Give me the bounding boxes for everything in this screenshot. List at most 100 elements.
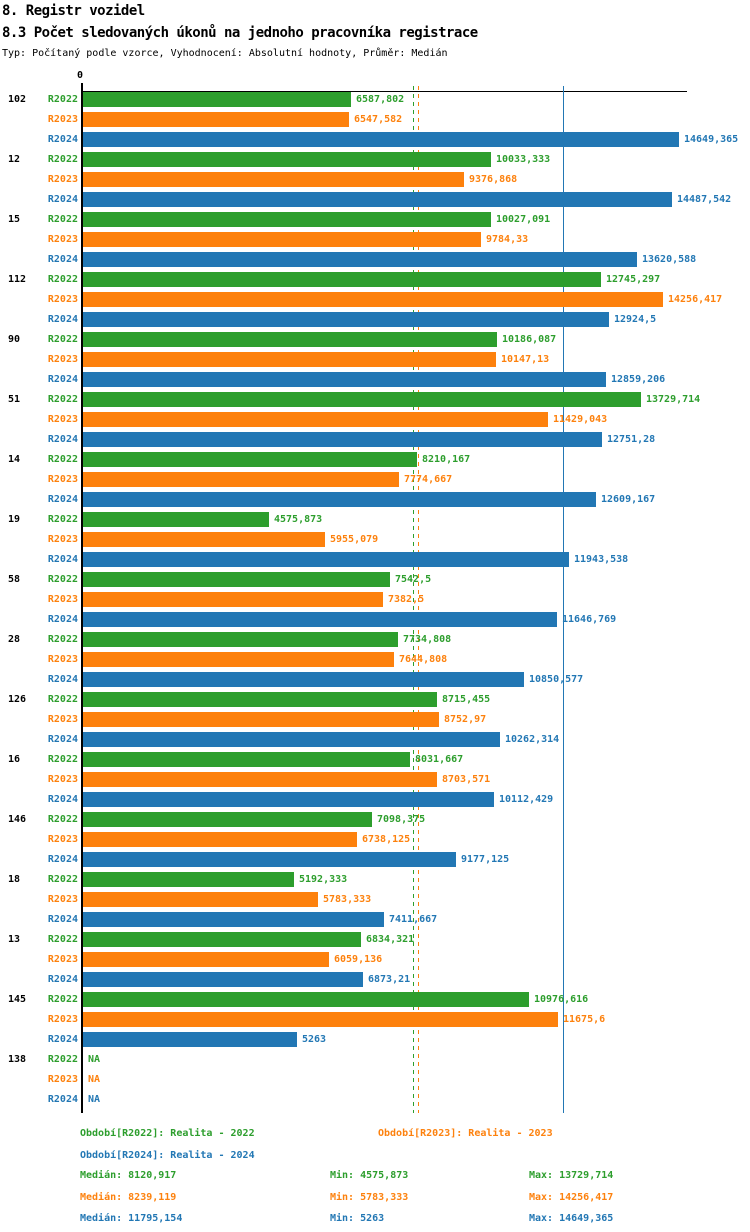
bar-51-r2022 [83,392,641,407]
bar-51-r2024 [83,432,602,447]
stat-median-r2023: Medián: 8239,119 [80,1192,177,1203]
axis-origin-label: 0 [77,70,84,81]
value-label: 10186,087 [502,334,557,345]
bar-51-r2023 [83,412,548,427]
x-axis-line [81,91,687,92]
category-label: 138 [8,1054,27,1065]
bar-126-r2022 [83,692,437,707]
bar-146-r2023 [83,832,357,847]
series-label: R2023 [47,954,78,965]
bar-14-r2022 [83,452,417,467]
value-label: 9376,868 [469,174,518,185]
value-label: 7774,667 [404,474,453,485]
value-label: 4575,873 [274,514,323,525]
series-label: R2024 [47,1094,78,1105]
bar-90-r2024 [83,372,606,387]
value-label: 8703,571 [442,774,491,785]
value-label: 9784,33 [486,234,529,245]
series-label: R2024 [47,314,78,325]
value-label: 13620,588 [642,254,697,265]
series-label: R2023 [47,534,78,545]
bar-90-r2022 [83,332,497,347]
value-label: 14256,417 [668,294,723,305]
series-label: R2023 [47,414,78,425]
bar-15-r2024 [83,252,637,267]
stat-median-r2024: Medián: 11795,154 [80,1213,183,1224]
series-label: R2023 [47,774,78,785]
category-label: 15 [8,214,21,225]
stat-max-r2024: Max: 14649,365 [529,1213,614,1224]
value-label: 10262,314 [505,734,560,745]
series-label: R2024 [47,914,78,925]
bar-19-r2022 [83,512,269,527]
value-label: 7644,808 [399,654,448,665]
na-value-label: NA [88,1054,101,1065]
value-label: 10033,333 [496,154,551,165]
page-title: 8. Registr vozidel [2,3,145,19]
series-label: R2024 [47,734,78,745]
bar-15-r2023 [83,232,481,247]
series-label: R2022 [47,214,78,225]
value-label: 6738,125 [362,834,411,845]
value-label: 13729,714 [646,394,701,405]
stat-min-r2023: Min: 5783,333 [330,1192,409,1203]
bar-112-r2022 [83,272,601,287]
series-label: R2024 [47,554,78,565]
value-label: 9177,125 [461,854,510,865]
value-label: 7411,667 [389,914,438,925]
bar-145-r2024 [83,1032,297,1047]
series-label: R2023 [47,894,78,905]
category-label: 146 [8,814,27,825]
series-label: R2024 [47,434,78,445]
na-value-label: NA [88,1094,101,1105]
category-label: 145 [8,994,27,1005]
value-label: 6547,582 [354,114,403,125]
value-label: 7734,808 [403,634,452,645]
bar-12-r2023 [83,172,464,187]
bar-18-r2022 [83,872,294,887]
series-label: R2022 [47,934,78,945]
series-label: R2022 [47,694,78,705]
bar-102-r2023 [83,112,349,127]
stat-max-r2023: Max: 14256,417 [529,1192,614,1203]
series-label: R2022 [47,334,78,345]
value-label: 6873,21 [368,974,411,985]
value-label: 14487,542 [677,194,732,205]
bar-18-r2023 [83,892,318,907]
value-label: 10850,577 [529,674,584,685]
series-label: R2023 [47,474,78,485]
stat-max-r2022: Max: 13729,714 [529,1170,614,1181]
stat-min-r2022: Min: 4575,873 [330,1170,409,1181]
value-label: 6059,136 [334,954,383,965]
value-label: 11429,043 [553,414,608,425]
series-label: R2022 [47,274,78,285]
bar-90-r2023 [83,352,496,367]
category-label: 90 [8,334,21,345]
bar-16-r2024 [83,792,494,807]
bar-28-r2023 [83,652,394,667]
bar-14-r2024 [83,492,596,507]
value-label: 11675,6 [563,1014,606,1025]
category-label: 51 [8,394,21,405]
bar-145-r2023 [83,1012,558,1027]
series-label: R2024 [47,254,78,265]
bar-15-r2022 [83,212,491,227]
bar-58-r2023 [83,592,383,607]
value-label: 8031,667 [415,754,464,765]
series-label: R2023 [47,354,78,365]
bar-126-r2023 [83,712,439,727]
bar-146-r2024 [83,852,456,867]
series-label: R2022 [47,814,78,825]
category-label: 16 [8,754,21,765]
series-label: R2024 [47,194,78,205]
bar-18-r2024 [83,912,384,927]
bar-28-r2024 [83,672,524,687]
series-label: R2023 [47,294,78,305]
bar-13-r2024 [83,972,363,987]
value-label: 5783,333 [323,894,372,905]
series-label: R2022 [47,1054,78,1065]
bar-146-r2022 [83,812,372,827]
stat-median-r2022: Medián: 8120,917 [80,1170,177,1181]
legend-item-r2022: Období[R2022]: Realita - 2022 [80,1128,255,1139]
